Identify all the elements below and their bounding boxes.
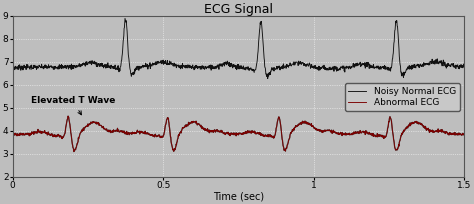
Abnormal ECG xyxy=(45,133,50,135)
Noisy Normal ECG xyxy=(267,72,273,74)
Noisy Normal ECG xyxy=(122,17,128,20)
Abnormal ECG xyxy=(219,130,225,132)
Abnormal ECG xyxy=(63,125,69,128)
Abnormal ECG xyxy=(10,133,16,135)
Abnormal ECG xyxy=(267,133,273,136)
Abnormal ECG xyxy=(211,129,217,131)
Text: Elevated T Wave: Elevated T Wave xyxy=(31,96,115,115)
X-axis label: Time (sec): Time (sec) xyxy=(213,191,264,201)
Abnormal ECG xyxy=(71,150,77,153)
Noisy Normal ECG xyxy=(265,77,271,80)
Abnormal ECG xyxy=(202,128,208,130)
Noisy Normal ECG xyxy=(461,66,467,68)
Noisy Normal ECG xyxy=(45,66,50,68)
Line: Noisy Normal ECG: Noisy Normal ECG xyxy=(13,18,464,79)
Noisy Normal ECG xyxy=(211,67,217,69)
Abnormal ECG xyxy=(461,133,467,135)
Legend: Noisy Normal ECG, Abnormal ECG: Noisy Normal ECG, Abnormal ECG xyxy=(345,83,459,111)
Noisy Normal ECG xyxy=(219,64,225,67)
Noisy Normal ECG xyxy=(10,64,16,67)
Title: ECG Signal: ECG Signal xyxy=(204,3,273,16)
Noisy Normal ECG xyxy=(63,65,69,67)
Noisy Normal ECG xyxy=(201,68,207,71)
Line: Abnormal ECG: Abnormal ECG xyxy=(13,116,464,152)
Abnormal ECG xyxy=(65,115,71,117)
